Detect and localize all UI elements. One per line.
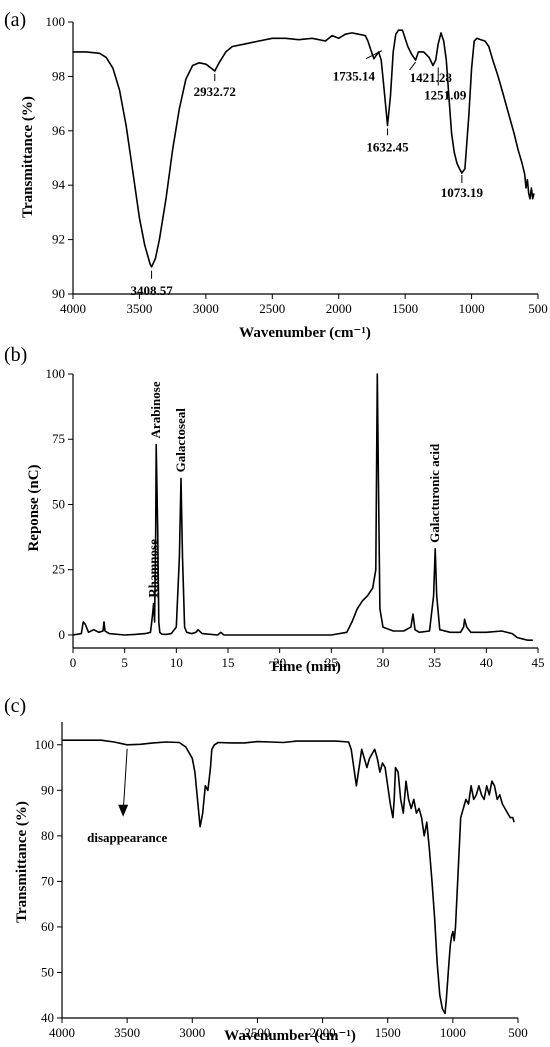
panel-b-x-tick-label: 0 bbox=[70, 655, 77, 670]
panel-a-y-tick-label: 100 bbox=[46, 14, 66, 29]
panel-a-x-tick-label: 3500 bbox=[126, 301, 152, 316]
panel-b-x-tick-label: 15 bbox=[222, 655, 235, 670]
panel-a-peak-label: 1251.09 bbox=[424, 88, 467, 103]
panel-c-y-tick-label: 80 bbox=[41, 828, 54, 843]
panel-b-x-tick-label: 35 bbox=[428, 655, 441, 670]
panel-c-x-tick-label: 1000 bbox=[440, 1025, 466, 1040]
panel-a-peak-label: 1632.45 bbox=[366, 139, 409, 154]
panel-b-x-tick-label: 20 bbox=[273, 655, 286, 670]
panel-b-peak-label: Galacturonic acid bbox=[427, 443, 442, 543]
panel-a-series-line bbox=[73, 29, 535, 268]
panel-a-x-tick-label: 4000 bbox=[60, 301, 86, 316]
panel-a-x-axis-title: Wavenumber (cm⁻¹) bbox=[239, 325, 371, 341]
panel-a-x-tick-label: 3000 bbox=[193, 301, 219, 316]
panel-b-peak-label: Rhamnose bbox=[146, 539, 161, 598]
panel-b-x-tick-label: 10 bbox=[170, 655, 183, 670]
chart-panel-c: (c) 4000 3500 3000 2500 2000 1500 1000 500 40 50 6… bbox=[4, 695, 528, 1044]
panel-a-y-tick-label: 90 bbox=[52, 286, 65, 301]
panel-a-x-tick-label: 1000 bbox=[459, 301, 485, 316]
panel-b-series-line bbox=[72, 373, 533, 642]
panel-c-annotation: disappearance bbox=[87, 830, 167, 845]
panel-b-y-tick-label: 100 bbox=[46, 366, 66, 381]
panel-c-x-tick-label: 500 bbox=[508, 1025, 528, 1040]
panel-a-y-tick-label: 92 bbox=[52, 232, 65, 247]
panel-a-leader-line bbox=[409, 61, 417, 71]
panel-a-peak-label: 3408.57 bbox=[130, 283, 173, 298]
panel-a-y-tick-label: 94 bbox=[52, 177, 66, 192]
panel-c-y-tick-label: 90 bbox=[41, 782, 54, 797]
panel-c-axes: 4000 3500 3000 2500 2000 1500 1000 500 40 50 60 70 8… bbox=[35, 722, 528, 1040]
panel-b-x-axis-title: Time (min) bbox=[269, 659, 341, 675]
panel-b-y-tick-label: 25 bbox=[52, 562, 65, 577]
panel-c-x-tick-label: 4000 bbox=[49, 1025, 75, 1040]
panel-c-y-tick-label: 50 bbox=[41, 964, 54, 979]
panel-c-x-axis-title: Wavenumber (cm⁻¹) bbox=[224, 1028, 356, 1044]
panel-c-x-tick-label: 3500 bbox=[114, 1025, 140, 1040]
panel-b-y-tick-label: 50 bbox=[52, 496, 65, 511]
panel-a-peak-label: 1735.14 bbox=[333, 69, 376, 84]
panel-c-series-line bbox=[62, 739, 515, 1015]
chart-panel-a: (a) 4000 3500 3000 2500 2000 1500 1000 500 90 92 9… bbox=[4, 9, 548, 341]
chart-panel-b: (b) 0 5 10 15 20 25 30 35 40 45 0 25 50 75 100 Rhamnose… bbox=[4, 344, 545, 675]
panel-a-label: (a) bbox=[4, 9, 26, 31]
panel-b-y-tick-label: 0 bbox=[59, 627, 66, 642]
panel-b-x-tick-label: 25 bbox=[325, 655, 338, 670]
panel-a-y-axis-title: Transmittance (%) bbox=[20, 96, 36, 218]
panel-b-x-tick-label: 30 bbox=[377, 655, 390, 670]
panel-b-x-tick-label: 45 bbox=[532, 655, 545, 670]
panel-c-y-axis-title: Transmittance (%) bbox=[14, 801, 30, 923]
panel-c-arrow-head bbox=[118, 804, 129, 817]
panel-a-y-tick-label: 96 bbox=[52, 123, 66, 138]
panel-b-axes: 0 5 10 15 20 25 30 35 40 45 0 25 50 75 100 Rhamnose Arab… bbox=[46, 366, 545, 670]
panel-c-y-tick-label: 40 bbox=[41, 1010, 54, 1025]
panel-a-axes: 4000 3500 3000 2500 2000 1500 1000 500 90 92 94 96 9… bbox=[46, 14, 548, 316]
panel-c-y-tick-label: 70 bbox=[41, 873, 54, 888]
panel-b-label: (b) bbox=[4, 344, 27, 366]
panel-a-peak-label: 1073.19 bbox=[441, 185, 484, 200]
panel-a-x-tick-label: 2000 bbox=[326, 301, 352, 316]
panel-c-x-tick-label: 1500 bbox=[375, 1025, 401, 1040]
panel-c-x-tick-label: 2000 bbox=[310, 1025, 336, 1040]
panel-c-label: (c) bbox=[4, 695, 26, 717]
panel-a-peak-label: 1421.28 bbox=[410, 70, 453, 85]
panel-a-x-tick-label: 2500 bbox=[259, 301, 285, 316]
panel-a-peak-label: 2932.72 bbox=[194, 84, 236, 99]
panel-c-y-tick-label: 60 bbox=[41, 919, 54, 934]
panel-a-x-tick-label: 500 bbox=[528, 301, 548, 316]
panel-b-y-tick-label: 75 bbox=[52, 431, 65, 446]
panel-a-leader-line bbox=[365, 50, 383, 60]
panel-c-x-tick-label: 2500 bbox=[244, 1025, 270, 1040]
panel-b-peak-label: Galactoseal bbox=[173, 408, 188, 473]
panel-b-x-tick-label: 40 bbox=[480, 655, 493, 670]
panel-c-arrow-line bbox=[122, 748, 128, 813]
panel-a-y-tick-label: 98 bbox=[52, 68, 65, 83]
panel-c-y-tick-label: 100 bbox=[35, 737, 55, 752]
panel-a-x-tick-label: 1500 bbox=[392, 301, 418, 316]
panel-b-x-tick-label: 5 bbox=[121, 655, 128, 670]
panel-b-peak-label: Arabinose bbox=[148, 381, 163, 438]
panel-c-x-tick-label: 3000 bbox=[179, 1025, 205, 1040]
panel-b-y-axis-title: Reponse (nC) bbox=[26, 464, 42, 551]
